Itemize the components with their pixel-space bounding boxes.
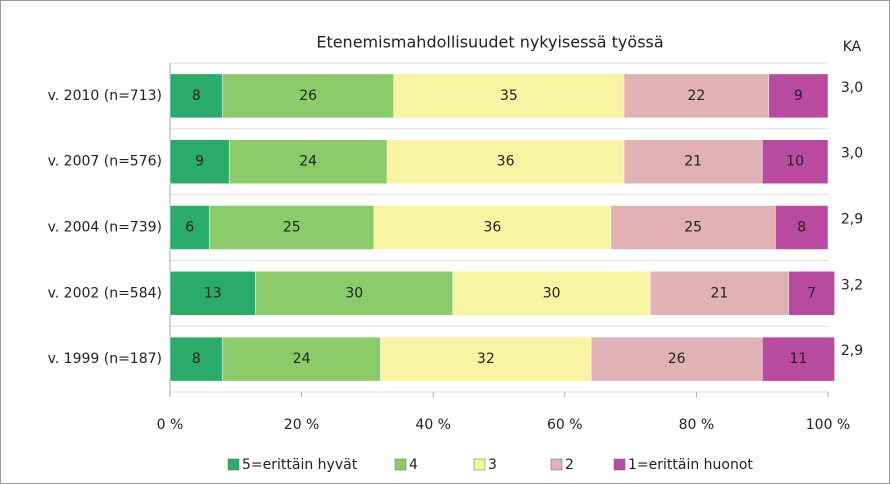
data-label: 8 — [192, 88, 201, 104]
data-label: 36 — [497, 154, 515, 170]
data-label: 25 — [283, 220, 301, 236]
bar-segment — [650, 271, 789, 316]
data-label: 11 — [789, 351, 807, 367]
ka-value: 3,2 — [841, 277, 863, 293]
data-label: 10 — [786, 154, 804, 170]
ka-value: 3,0 — [841, 80, 863, 96]
data-label: 30 — [543, 285, 561, 301]
bar-segment — [169, 271, 256, 316]
data-label: 26 — [299, 88, 317, 104]
data-label: 9 — [794, 88, 803, 104]
bar-segment — [169, 336, 223, 382]
data-label: 32 — [477, 351, 495, 367]
y-tick-label: v. 2004 (n=739) — [48, 220, 162, 236]
y-tick-label: v. 2010 (n=713) — [48, 88, 162, 104]
data-label: 13 — [204, 285, 222, 301]
bar-segment — [761, 336, 835, 382]
data-label: 7 — [807, 285, 816, 301]
bar-segment — [452, 271, 651, 316]
x-tick-label: 40 % — [415, 417, 451, 433]
legend-label: 4 — [409, 457, 418, 473]
data-label: 36 — [484, 220, 502, 236]
bar-segment — [255, 271, 454, 316]
y-tick-label: v. 2007 (n=576) — [48, 154, 162, 170]
data-label: 25 — [684, 220, 702, 236]
x-tick-label: 20 % — [284, 417, 320, 433]
data-label: 8 — [797, 220, 806, 236]
legend-label: 2 — [565, 457, 574, 473]
data-label: 21 — [711, 285, 729, 301]
bar-segment — [610, 205, 776, 250]
data-label: 21 — [684, 154, 702, 170]
legend-swatch — [227, 458, 240, 471]
data-label: 6 — [185, 220, 194, 236]
bar-segment — [761, 139, 829, 184]
data-label: 30 — [345, 285, 363, 301]
data-label: 35 — [500, 88, 518, 104]
bar-segment — [380, 336, 592, 382]
bar-segment — [222, 73, 394, 119]
ka-title: KA — [843, 39, 862, 55]
bar-segment — [169, 73, 223, 119]
y-tick-label: v. 2002 (n=584) — [48, 285, 162, 301]
x-tick-label: 100 % — [806, 417, 850, 433]
bar-segment — [590, 336, 763, 382]
x-tick-label: 0 % — [157, 417, 184, 433]
bar-segment — [373, 205, 612, 250]
legend-swatch — [473, 458, 486, 471]
chart-title: Etenemismahdollisuudet nykyisessä työssä — [316, 33, 663, 52]
legend-label: 5=erittäin hyvät — [242, 457, 358, 473]
bar-segment — [209, 205, 375, 250]
legend-swatch — [613, 458, 626, 471]
legend-label: 1=erittäin huonot — [628, 457, 753, 473]
data-label: 24 — [293, 351, 311, 367]
bar-segment — [623, 139, 763, 184]
ka-value: 2,9 — [841, 212, 863, 228]
bar-segment — [623, 73, 770, 119]
bar-segment — [788, 271, 835, 316]
bar-segment — [768, 73, 829, 119]
ka-value: 3,0 — [841, 146, 863, 162]
legend-label: 3 — [488, 457, 497, 473]
ka-value: 2,9 — [841, 343, 863, 359]
data-label: 8 — [192, 351, 201, 367]
y-tick-label: v. 1999 (n=187) — [48, 351, 162, 367]
bar-segment — [393, 73, 625, 119]
bar-segment — [169, 139, 230, 184]
legend-swatch — [394, 458, 407, 471]
data-label: 22 — [687, 88, 705, 104]
data-label: 9 — [195, 154, 204, 170]
x-tick-label: 80 % — [679, 417, 715, 433]
legend-swatch — [550, 458, 563, 471]
x-tick-label: 60 % — [547, 417, 583, 433]
bar-segment — [386, 139, 625, 184]
data-label: 24 — [299, 154, 317, 170]
bar-segment — [775, 205, 829, 250]
data-label: 26 — [668, 351, 686, 367]
